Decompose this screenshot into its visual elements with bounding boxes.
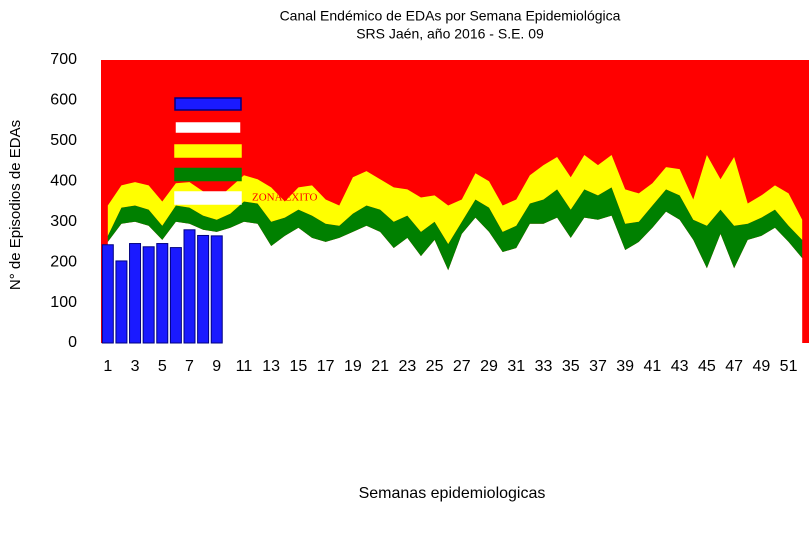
x-tick-label: 13: [262, 358, 280, 375]
bar: [142, 246, 155, 344]
x-tick-label: 49: [752, 358, 770, 375]
x-tick-label: 17: [317, 358, 335, 375]
x-tick-label: 43: [671, 358, 689, 375]
bar: [169, 247, 182, 344]
x-tick-label: 51: [780, 358, 798, 375]
y-tick-label: 500: [50, 132, 77, 149]
x-tick-label: 3: [131, 358, 140, 375]
x-tick-label: 45: [698, 358, 716, 375]
y-tick-label: 700: [50, 51, 77, 68]
legend-swatch: [174, 144, 242, 158]
y-tick-label: 300: [50, 213, 77, 230]
bar: [197, 234, 210, 344]
bar: [156, 243, 169, 344]
x-tick-label: 7: [185, 358, 194, 375]
x-tick-label: 39: [616, 358, 634, 375]
x-tick-label: 5: [158, 358, 167, 375]
x-tick-label: 31: [507, 358, 525, 375]
y-tick-label: 400: [50, 173, 77, 190]
x-tick-label: 37: [589, 358, 607, 375]
zone-area: [107, 187, 803, 271]
x-tick-label: 27: [453, 358, 471, 375]
bar: [129, 243, 142, 344]
legend-swatch: [174, 120, 242, 135]
bar: [115, 260, 128, 344]
chart-subtitle: SRS Jaén, año 2016 - S.E. 09: [356, 26, 544, 42]
x-tick-label: 23: [398, 358, 416, 375]
legend-label: ZONA EPIDEMIA: [252, 121, 337, 133]
y-tick-label: 100: [50, 294, 77, 311]
zone-area: [107, 155, 803, 244]
chart-title: Canal Endémico de EDAs por Semana Epidem…: [280, 8, 621, 24]
y-tick-label: 0: [68, 334, 77, 351]
x-tick-label: 19: [344, 358, 362, 375]
x-axis-label: Semanas epidemiologicas: [359, 485, 546, 502]
x-tick-label: 47: [725, 358, 743, 375]
y-axis-label: N° de Episodios de EDAs: [7, 120, 24, 290]
legend-swatch: [174, 167, 242, 182]
legend-label: ZONA EXITO: [252, 192, 318, 204]
bar: [101, 244, 114, 344]
legend-swatch: [174, 191, 242, 205]
legend-label: ZONA ALARMA: [252, 145, 332, 157]
x-tick-label: 29: [480, 358, 498, 375]
y-tick-label: 200: [50, 253, 77, 270]
x-tick-label: 33: [535, 358, 553, 375]
bar: [183, 229, 196, 344]
zone-area: [107, 211, 803, 343]
x-tick-label: 25: [426, 358, 444, 375]
x-tick-label: 21: [371, 358, 389, 375]
legend-swatch: [174, 97, 242, 111]
bar: [210, 235, 223, 344]
legend-label: CASOS: [252, 98, 287, 110]
x-tick-label: 11: [236, 358, 253, 375]
x-tick-label: 9: [212, 358, 221, 375]
y-tick-label: 600: [50, 92, 77, 109]
x-tick-label: 15: [290, 358, 308, 375]
x-tick-label: 41: [644, 358, 662, 375]
legend-label: ZONA SEGURIDAD: [252, 168, 348, 180]
x-tick-label: 35: [562, 358, 580, 375]
x-tick-label: 1: [103, 358, 112, 375]
